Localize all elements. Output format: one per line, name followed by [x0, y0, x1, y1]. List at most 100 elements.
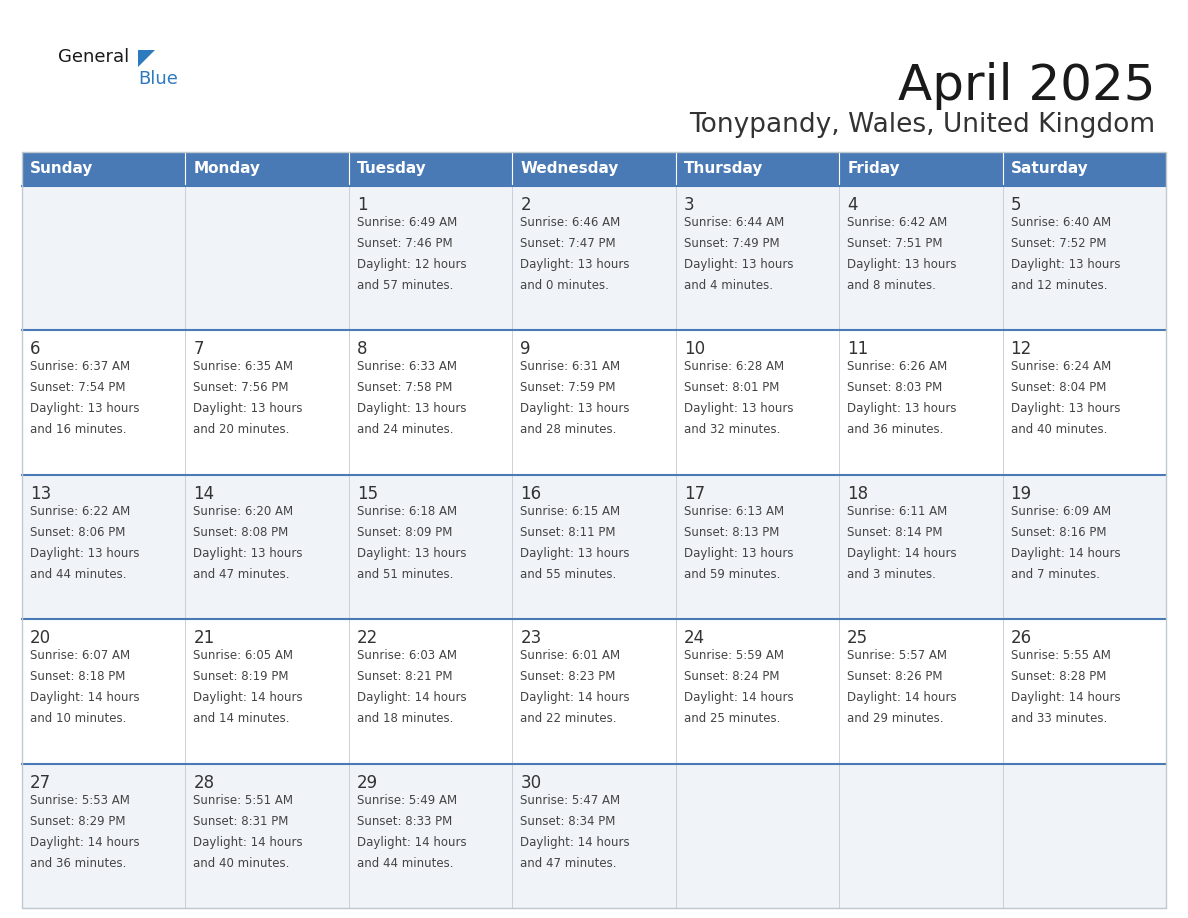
- Bar: [23, 620, 185, 764]
- Bar: [676, 152, 839, 186]
- Bar: [839, 475, 1003, 620]
- Text: Sunrise: 6:20 AM: Sunrise: 6:20 AM: [194, 505, 293, 518]
- Text: and 40 minutes.: and 40 minutes.: [194, 856, 290, 869]
- Text: Sunrise: 6:37 AM: Sunrise: 6:37 AM: [30, 361, 131, 374]
- Text: Daylight: 13 hours: Daylight: 13 hours: [356, 402, 467, 416]
- Text: Daylight: 13 hours: Daylight: 13 hours: [30, 547, 139, 560]
- Text: Sunrise: 6:03 AM: Sunrise: 6:03 AM: [356, 649, 457, 662]
- Text: 4: 4: [847, 196, 858, 214]
- Bar: [185, 764, 349, 908]
- Text: and 44 minutes.: and 44 minutes.: [356, 856, 454, 869]
- Text: Sunrise: 6:49 AM: Sunrise: 6:49 AM: [356, 216, 457, 229]
- Text: Sunset: 8:09 PM: Sunset: 8:09 PM: [356, 526, 453, 539]
- Text: 8: 8: [356, 341, 367, 358]
- Bar: [1003, 764, 1165, 908]
- Text: Sunrise: 5:59 AM: Sunrise: 5:59 AM: [684, 649, 784, 662]
- Text: Daylight: 13 hours: Daylight: 13 hours: [520, 402, 630, 416]
- Bar: [839, 186, 1003, 330]
- Bar: [185, 186, 349, 330]
- Text: and 47 minutes.: and 47 minutes.: [194, 568, 290, 581]
- Text: and 29 minutes.: and 29 minutes.: [847, 712, 943, 725]
- Bar: [676, 186, 839, 330]
- Text: Daylight: 13 hours: Daylight: 13 hours: [356, 547, 467, 560]
- Text: and 32 minutes.: and 32 minutes.: [684, 423, 781, 436]
- Text: and 12 minutes.: and 12 minutes.: [1011, 279, 1107, 292]
- Text: Daylight: 13 hours: Daylight: 13 hours: [684, 547, 794, 560]
- Text: Sunset: 8:04 PM: Sunset: 8:04 PM: [1011, 381, 1106, 395]
- Text: Daylight: 13 hours: Daylight: 13 hours: [30, 402, 139, 416]
- Bar: [839, 620, 1003, 764]
- Text: Sunset: 8:24 PM: Sunset: 8:24 PM: [684, 670, 779, 683]
- Text: Sunset: 8:26 PM: Sunset: 8:26 PM: [847, 670, 942, 683]
- Text: and 22 minutes.: and 22 minutes.: [520, 712, 617, 725]
- Text: 15: 15: [356, 485, 378, 503]
- Text: Sunrise: 6:26 AM: Sunrise: 6:26 AM: [847, 361, 947, 374]
- Text: Sunset: 7:56 PM: Sunset: 7:56 PM: [194, 381, 289, 395]
- Bar: [23, 475, 185, 620]
- Text: Sunset: 8:34 PM: Sunset: 8:34 PM: [520, 814, 615, 828]
- Text: and 33 minutes.: and 33 minutes.: [1011, 712, 1107, 725]
- Text: Sunrise: 6:44 AM: Sunrise: 6:44 AM: [684, 216, 784, 229]
- Bar: [185, 475, 349, 620]
- Text: and 8 minutes.: and 8 minutes.: [847, 279, 936, 292]
- Text: and 4 minutes.: and 4 minutes.: [684, 279, 772, 292]
- Text: 5: 5: [1011, 196, 1020, 214]
- Text: Sunrise: 6:28 AM: Sunrise: 6:28 AM: [684, 361, 784, 374]
- Text: Daylight: 14 hours: Daylight: 14 hours: [847, 691, 956, 704]
- Bar: [349, 152, 512, 186]
- Bar: [1003, 152, 1165, 186]
- Bar: [1003, 186, 1165, 330]
- Text: 10: 10: [684, 341, 704, 358]
- Text: Daylight: 13 hours: Daylight: 13 hours: [194, 547, 303, 560]
- Text: General: General: [58, 48, 129, 66]
- Text: Daylight: 13 hours: Daylight: 13 hours: [684, 402, 794, 416]
- Text: Sunset: 8:33 PM: Sunset: 8:33 PM: [356, 814, 453, 828]
- Text: Friday: Friday: [847, 162, 899, 176]
- Text: Sunset: 7:54 PM: Sunset: 7:54 PM: [30, 381, 126, 395]
- Text: and 10 minutes.: and 10 minutes.: [30, 712, 126, 725]
- Bar: [349, 186, 512, 330]
- Bar: [23, 186, 185, 330]
- Bar: [349, 475, 512, 620]
- Text: 29: 29: [356, 774, 378, 791]
- Bar: [676, 475, 839, 620]
- Bar: [349, 620, 512, 764]
- Bar: [676, 764, 839, 908]
- Text: Sunrise: 6:40 AM: Sunrise: 6:40 AM: [1011, 216, 1111, 229]
- Text: Sunrise: 6:46 AM: Sunrise: 6:46 AM: [520, 216, 620, 229]
- Text: and 57 minutes.: and 57 minutes.: [356, 279, 454, 292]
- Text: Daylight: 14 hours: Daylight: 14 hours: [30, 691, 140, 704]
- Text: Sunset: 7:51 PM: Sunset: 7:51 PM: [847, 237, 942, 250]
- Text: 9: 9: [520, 341, 531, 358]
- Text: 23: 23: [520, 629, 542, 647]
- Text: Sunrise: 6:05 AM: Sunrise: 6:05 AM: [194, 649, 293, 662]
- Text: 26: 26: [1011, 629, 1031, 647]
- Text: Sunrise: 6:18 AM: Sunrise: 6:18 AM: [356, 505, 457, 518]
- Text: Daylight: 13 hours: Daylight: 13 hours: [520, 258, 630, 271]
- Bar: [512, 330, 676, 475]
- Text: Sunset: 8:01 PM: Sunset: 8:01 PM: [684, 381, 779, 395]
- Text: and 28 minutes.: and 28 minutes.: [520, 423, 617, 436]
- Text: 19: 19: [1011, 485, 1031, 503]
- Text: 2: 2: [520, 196, 531, 214]
- Text: Daylight: 14 hours: Daylight: 14 hours: [30, 835, 140, 848]
- Bar: [1003, 620, 1165, 764]
- Text: Sunset: 8:23 PM: Sunset: 8:23 PM: [520, 670, 615, 683]
- Text: Sunrise: 6:31 AM: Sunrise: 6:31 AM: [520, 361, 620, 374]
- Text: 13: 13: [30, 485, 51, 503]
- Text: 27: 27: [30, 774, 51, 791]
- Text: Sunset: 8:08 PM: Sunset: 8:08 PM: [194, 526, 289, 539]
- Text: Daylight: 13 hours: Daylight: 13 hours: [1011, 402, 1120, 416]
- Bar: [185, 620, 349, 764]
- Bar: [349, 330, 512, 475]
- Text: Sunset: 7:58 PM: Sunset: 7:58 PM: [356, 381, 453, 395]
- Text: Sunrise: 5:55 AM: Sunrise: 5:55 AM: [1011, 649, 1111, 662]
- Text: Sunrise: 6:09 AM: Sunrise: 6:09 AM: [1011, 505, 1111, 518]
- Text: 24: 24: [684, 629, 704, 647]
- Text: Daylight: 12 hours: Daylight: 12 hours: [356, 258, 467, 271]
- Bar: [512, 620, 676, 764]
- Text: and 7 minutes.: and 7 minutes.: [1011, 568, 1100, 581]
- Text: 17: 17: [684, 485, 704, 503]
- Bar: [23, 330, 185, 475]
- Text: 14: 14: [194, 485, 215, 503]
